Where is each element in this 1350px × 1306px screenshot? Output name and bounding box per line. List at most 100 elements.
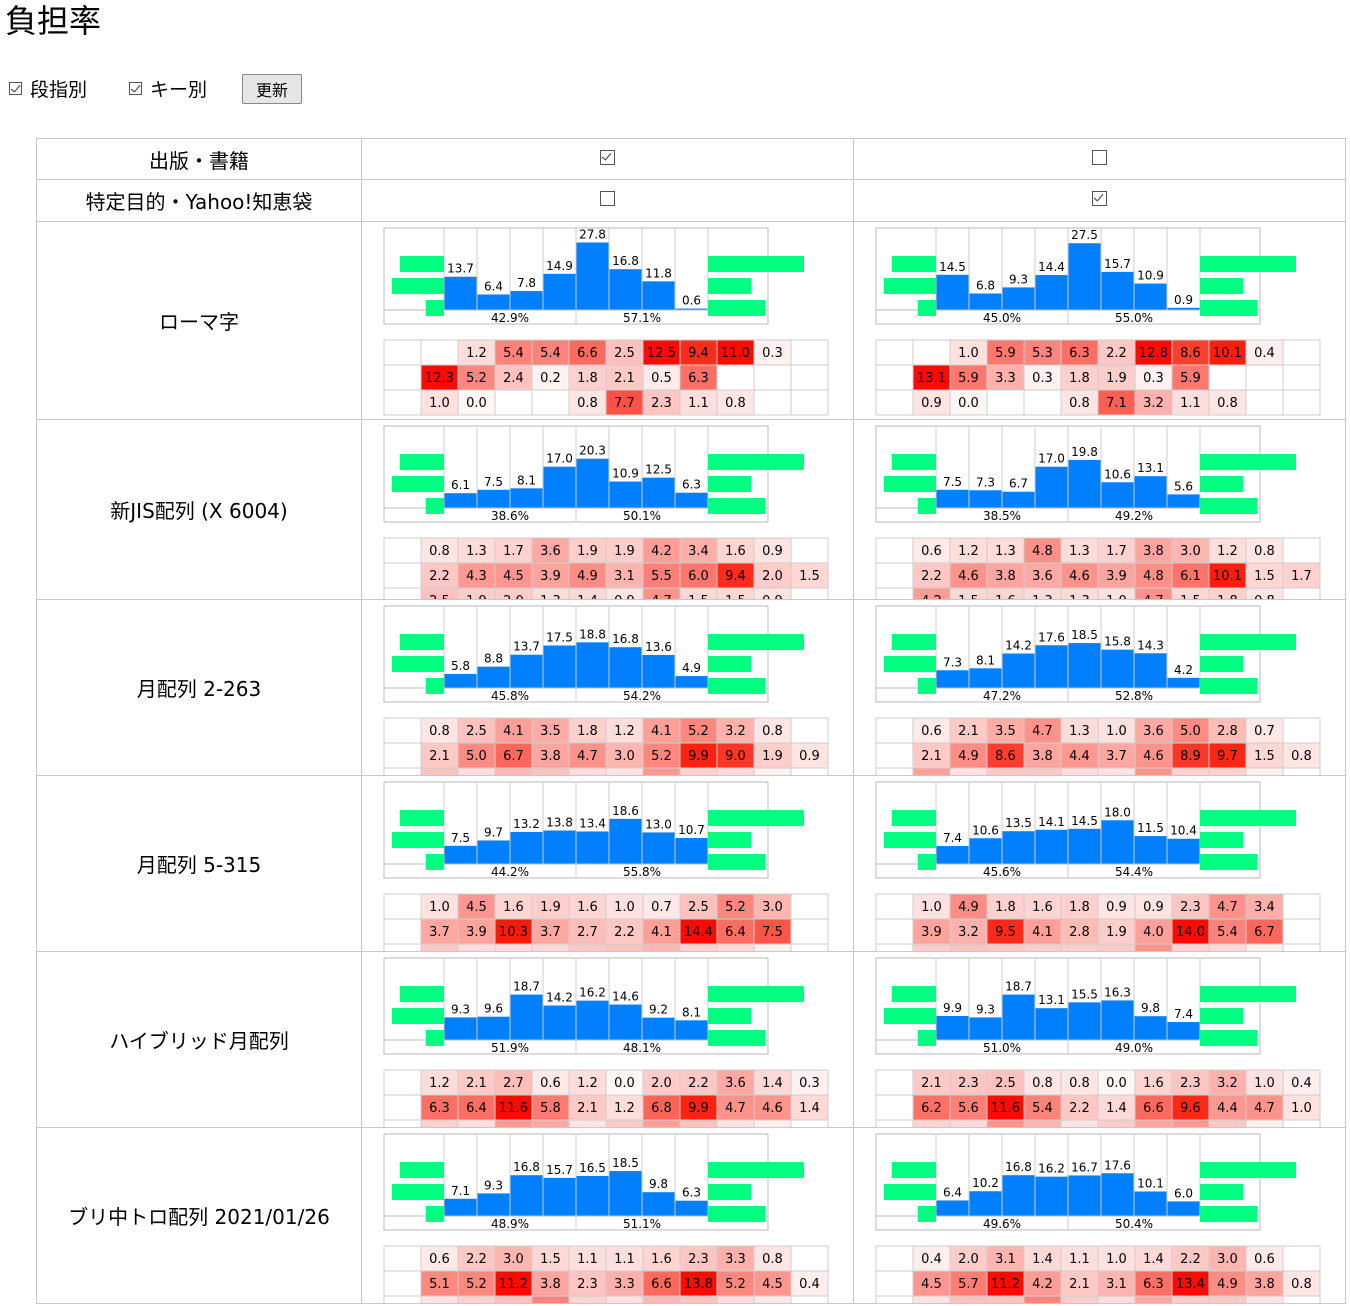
key-value-label: 0.9 [614, 594, 635, 599]
right-row-bar [708, 985, 804, 1002]
key-value-label: 0.8 [1069, 396, 1090, 411]
left-row-bar [399, 255, 444, 272]
finger-bar [1167, 493, 1200, 508]
key-cell [1134, 1295, 1173, 1303]
left-row-bar [891, 985, 936, 1002]
finger-value-label: 12.5 [645, 462, 672, 476]
key-value-label: 0.5 [651, 371, 672, 386]
finger-value-label: 6.3 [682, 477, 701, 491]
key-cell [912, 1119, 951, 1127]
key-value-label: 2.2 [1217, 1302, 1238, 1303]
right-row-bar [1200, 1007, 1244, 1024]
key-value-label: 3.0 [1217, 1252, 1238, 1267]
key-value-label: 1.0 [614, 1302, 635, 1303]
filter-cell [361, 138, 854, 180]
key-cell [875, 1119, 914, 1127]
right-row-bar [708, 633, 804, 650]
by-key-toggle[interactable]: キー別 [129, 76, 208, 101]
key-cell [605, 587, 644, 599]
key-cell [790, 1295, 829, 1303]
key-cell [1171, 1295, 1210, 1303]
key-cell [986, 767, 1025, 775]
key-value-label: 0.9 [1143, 900, 1164, 915]
key-value-label: 4.2 [651, 1126, 672, 1127]
key-cell [875, 918, 914, 944]
corpus-checkbox[interactable] [600, 191, 615, 206]
key-value-label: 4.7 [1143, 594, 1164, 599]
key-cell [1023, 587, 1062, 599]
key-value-label: 0.8 [429, 544, 450, 559]
key-value-label: 5.2 [466, 371, 487, 386]
key-value-label: 1.4 [725, 774, 746, 775]
key-value-label: 9.0 [725, 749, 746, 764]
finger-bar [1002, 491, 1035, 508]
key-value-label: 5.0 [466, 749, 487, 764]
key-value-label: 1.2 [725, 1302, 746, 1303]
key-cell [1097, 742, 1136, 768]
update-button[interactable]: 更新 [242, 74, 302, 104]
key-cell [679, 767, 718, 775]
hand-share-label: 52.8% [1115, 689, 1153, 703]
finger-value-label: 4.9 [682, 661, 701, 675]
key-value-label: 0.8 [1069, 1076, 1090, 1091]
key-cell [949, 943, 988, 951]
key-cell [457, 587, 496, 599]
key-value-label: 2.1 [614, 371, 635, 386]
right-row-bar [708, 677, 766, 694]
left-row-bar [917, 853, 936, 870]
by-key-label: キー別 [150, 78, 208, 101]
layout-panel: 7.3 8.1 14.2 17.6 18.5 15.8 14.3 4.2 47.2% 52.8% 0… [853, 599, 1346, 776]
key-value-label: 1.2 [466, 346, 487, 361]
finger-value-label: 13.7 [447, 261, 474, 275]
finger-bar [576, 241, 609, 310]
key-value-label: 1.0 [958, 346, 979, 361]
key-value-label: 1.8 [1180, 774, 1201, 775]
key-value-label: 4.2 [651, 544, 672, 559]
key-value-label: 2.0 [921, 950, 942, 951]
finger-value-label: 7.5 [451, 830, 470, 844]
by-row-toggle[interactable]: 段指別 [9, 76, 87, 101]
key-value-label: 1.8 [995, 900, 1016, 915]
key-value-label: 3.3 [725, 1252, 746, 1267]
finger-bar [1068, 642, 1101, 688]
by-key-checkbox[interactable] [129, 81, 142, 95]
key-cell [383, 943, 422, 951]
finger-bar [1068, 828, 1101, 864]
corpus-checkbox[interactable] [1092, 149, 1107, 165]
right-row-bar [1200, 1029, 1258, 1046]
finger-value-label: 14.2 [546, 990, 573, 1004]
key-value-label: 2.2 [466, 1252, 487, 1267]
corpus-checkbox[interactable] [600, 149, 615, 165]
finger-bar [1068, 1001, 1101, 1040]
key-value-label: 1.4 [799, 1101, 820, 1116]
key-cell [531, 389, 570, 415]
key-cell [1134, 1069, 1173, 1095]
key-cell [790, 389, 829, 415]
key-cell [949, 767, 988, 775]
left-row-bar [425, 853, 444, 870]
finger-value-label: 10.1 [1137, 1176, 1164, 1190]
corpus-checkbox[interactable] [1092, 191, 1107, 206]
key-cell [716, 1245, 755, 1271]
key-value-label: 0.4 [1291, 1076, 1312, 1091]
key-cell [875, 742, 914, 768]
key-cell [753, 742, 792, 768]
key-value-label: 1.6 [921, 1126, 942, 1127]
key-value-label: 3.8 [540, 1277, 561, 1292]
by-row-checkbox[interactable] [9, 81, 22, 95]
key-cell [420, 918, 459, 944]
key-cell [1171, 562, 1210, 588]
hand-share-label: 51.9% [491, 1041, 529, 1055]
key-cell [457, 717, 496, 743]
key-value-label: 4.6 [958, 569, 979, 584]
key-value-label: 4.7 [1032, 724, 1053, 739]
key-cell [383, 1270, 422, 1296]
finger-bar [1167, 307, 1200, 310]
key-value-label: 6.6 [577, 346, 598, 361]
key-value-label: 4.9 [958, 900, 979, 915]
finger-bar [609, 646, 642, 688]
key-cell [1282, 587, 1321, 599]
hand-share-label: 55.0% [1115, 311, 1153, 325]
key-value-label: 8.6 [1180, 346, 1201, 361]
key-value-label: 2.0 [1180, 1302, 1201, 1303]
